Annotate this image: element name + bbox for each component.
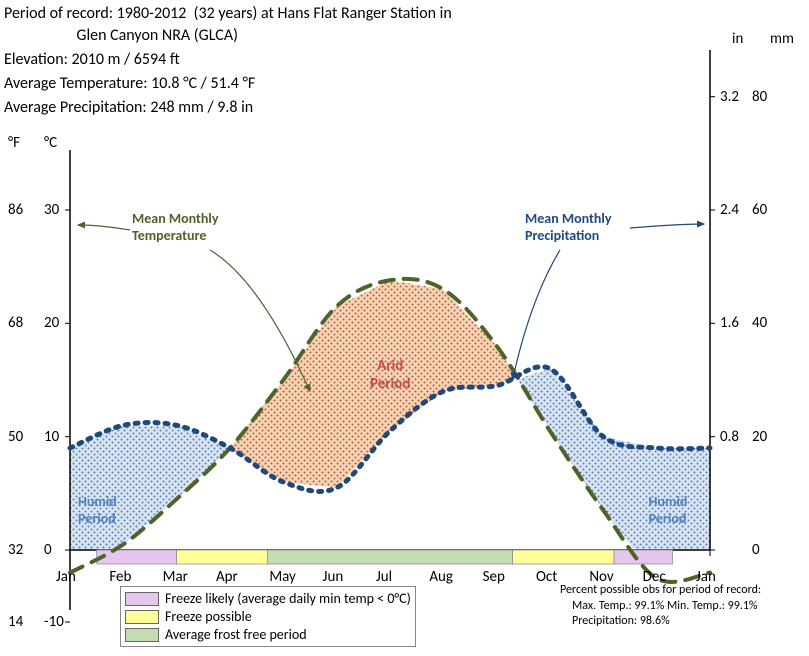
tick-label: 1.6 (720, 314, 739, 332)
tick-label: 0 (44, 541, 52, 559)
freeze-seg-likely (614, 550, 673, 564)
legend-row-possible: Freeze possible (125, 608, 411, 625)
tick-label: 2.4 (720, 201, 739, 219)
freeze-seg-frostfree (267, 550, 512, 564)
month-label: Mar (163, 568, 188, 586)
tick-label: 20 (752, 428, 767, 446)
tick-label: 20 (44, 314, 59, 332)
precip-arrow-curve (513, 250, 560, 380)
temp-arrow-axis (78, 225, 130, 230)
annot-humid-right: Humid Period (649, 493, 688, 527)
tick-label: 14 (8, 613, 23, 631)
annot-precip: Mean Monthly Precipitation (525, 210, 611, 244)
freeze-seg-likely (97, 550, 177, 564)
freeze-seg-possible (513, 550, 614, 564)
tick-label: 86 (8, 201, 23, 219)
month-label: Jul (376, 568, 392, 586)
tick-label: 0.8 (720, 428, 739, 446)
tick-label: 30 (44, 201, 59, 219)
annot-humid-left: Humid Period (78, 493, 117, 527)
tick-label: 60 (752, 201, 767, 219)
annot-arid: Arid Period (370, 357, 410, 393)
legend: Freeze likely (average daily min temp < … (120, 586, 416, 647)
tick-label: 68 (8, 314, 23, 332)
tick-label: -10 (44, 613, 64, 631)
month-label: Apr (216, 568, 238, 586)
footnote: Percent possible obs for period of recor… (560, 583, 761, 630)
month-label: Jan (56, 568, 76, 586)
month-label: Jan (696, 568, 716, 586)
month-label: Jun (323, 568, 344, 586)
tick-label: 40 (752, 314, 767, 332)
legend-row-likely: Freeze likely (average daily min temp < … (125, 590, 411, 607)
tick-label: 0 (752, 541, 760, 559)
legend-row-frostfree: Average frost free period (125, 626, 411, 643)
month-label: Feb (109, 568, 131, 586)
tick-label: 3.2 (720, 88, 739, 106)
month-label: May (269, 568, 296, 586)
precip-arrow-axis (630, 224, 704, 228)
month-label: Oct (536, 568, 557, 586)
month-label: Nov (589, 568, 613, 586)
tick-label: 32 (8, 541, 23, 559)
freeze-seg-possible (177, 550, 268, 564)
tick-label: 80 (752, 88, 767, 106)
climate-chart (0, 0, 809, 656)
month-label: Dec (643, 568, 666, 586)
tick-label: 50 (8, 428, 23, 446)
month-label: Sep (483, 568, 505, 586)
tick-label: 10 (44, 428, 59, 446)
month-label: Aug (429, 568, 453, 586)
annot-temp: Mean Monthly Temperature (132, 210, 218, 244)
